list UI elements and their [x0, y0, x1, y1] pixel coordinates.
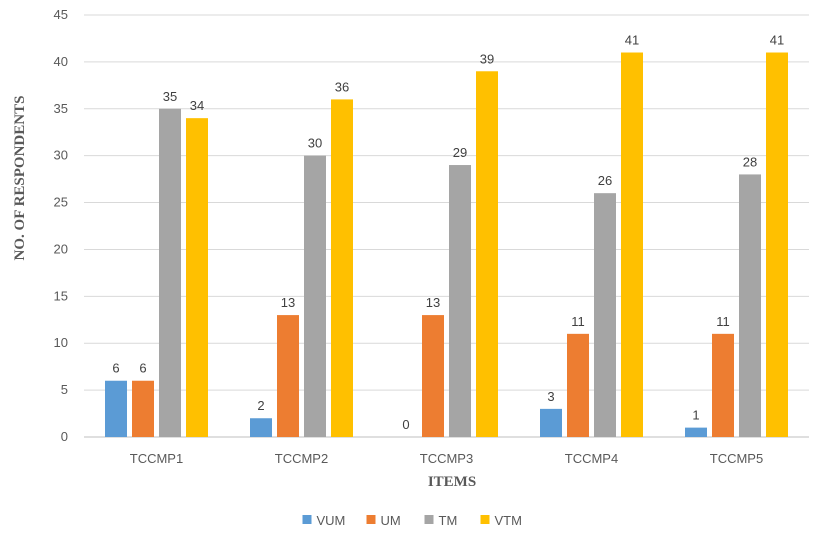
- data-label: 39: [480, 51, 494, 66]
- x-axis-title: ITEMS: [428, 474, 476, 490]
- x-category-label: TCCMP2: [275, 451, 328, 466]
- bar-tm-tccmp3: [449, 165, 471, 438]
- bar-vum-tccmp5: [685, 427, 707, 437]
- y-tick-label: 35: [54, 101, 68, 116]
- data-label: 26: [598, 173, 612, 188]
- y-tick-label: 20: [54, 241, 68, 256]
- legend-swatch-vum: [302, 515, 312, 524]
- x-category-label: TCCMP3: [420, 451, 473, 466]
- x-category-label: TCCMP5: [710, 451, 763, 466]
- data-label: 36: [335, 79, 349, 94]
- bar-vum-tccmp1: [105, 380, 127, 437]
- data-label: 13: [281, 295, 295, 310]
- data-label: 30: [308, 136, 322, 151]
- bar-vtm-tccmp2: [331, 99, 353, 438]
- bar-tm-tccmp1: [159, 108, 181, 438]
- bar-um-tccmp1: [132, 380, 154, 437]
- y-tick-label: 5: [61, 382, 68, 397]
- data-label: 29: [453, 145, 467, 160]
- bar-um-tccmp2: [277, 315, 299, 437]
- data-label: 28: [743, 154, 757, 169]
- bar-tm-tccmp2: [304, 155, 326, 437]
- bar-vum-tccmp2: [250, 418, 272, 437]
- y-tick-label: 15: [54, 288, 68, 303]
- data-label: 11: [716, 314, 730, 329]
- bar-tm-tccmp4: [594, 193, 616, 437]
- x-category-label: TCCMP4: [565, 451, 618, 466]
- y-tick-label: 10: [54, 335, 68, 350]
- data-label: 11: [571, 314, 585, 329]
- x-category-label: TCCMP1: [130, 451, 183, 466]
- legend-label-vum: VUM: [317, 513, 346, 528]
- bar-vtm-tccmp4: [621, 52, 643, 438]
- y-tick-label: 25: [54, 195, 68, 210]
- bar-vtm-tccmp5: [766, 52, 788, 438]
- data-label: 3: [547, 389, 554, 404]
- bar-um-tccmp3: [422, 315, 444, 437]
- data-label: 34: [190, 98, 204, 113]
- legend-label-vtm: VTM: [495, 513, 522, 528]
- bar-tm-tccmp5: [739, 174, 761, 437]
- data-label: 13: [426, 295, 440, 310]
- y-tick-label: 0: [61, 429, 68, 444]
- data-label: 0: [402, 417, 409, 432]
- data-label: 41: [625, 33, 639, 48]
- y-tick-label: 30: [54, 148, 68, 163]
- x-axis-categories: TCCMP1 TCCMP2 TCCMP3 TCCMP4 TCCMP5: [130, 451, 763, 466]
- bar-um-tccmp5: [712, 333, 734, 437]
- legend: VUM UM TM VTM: [302, 513, 522, 528]
- data-label: 1: [692, 408, 699, 423]
- y-tick-label: 45: [54, 7, 68, 22]
- y-tick-label: 40: [54, 54, 68, 69]
- bar-vtm-tccmp1: [186, 118, 208, 438]
- data-label: 6: [139, 361, 146, 376]
- data-label: 2: [257, 398, 264, 413]
- legend-label-um: UM: [381, 513, 401, 528]
- data-label: 6: [112, 361, 119, 376]
- legend-label-tm: TM: [439, 513, 458, 528]
- data-label: 35: [163, 89, 177, 104]
- data-label: 41: [770, 33, 784, 48]
- legend-swatch-vtm: [480, 515, 490, 524]
- bar-vum-tccmp4: [540, 408, 562, 437]
- y-axis-ticks: 0 5 10 15 20 25 30 35 40 45: [54, 7, 68, 444]
- bars: [105, 52, 788, 438]
- bar-um-tccmp4: [567, 333, 589, 437]
- bar-vtm-tccmp3: [476, 71, 498, 438]
- legend-swatch-tm: [424, 515, 434, 524]
- y-axis-title: NO. OF RESPONDENTS: [12, 96, 28, 261]
- legend-swatch-um: [366, 515, 376, 524]
